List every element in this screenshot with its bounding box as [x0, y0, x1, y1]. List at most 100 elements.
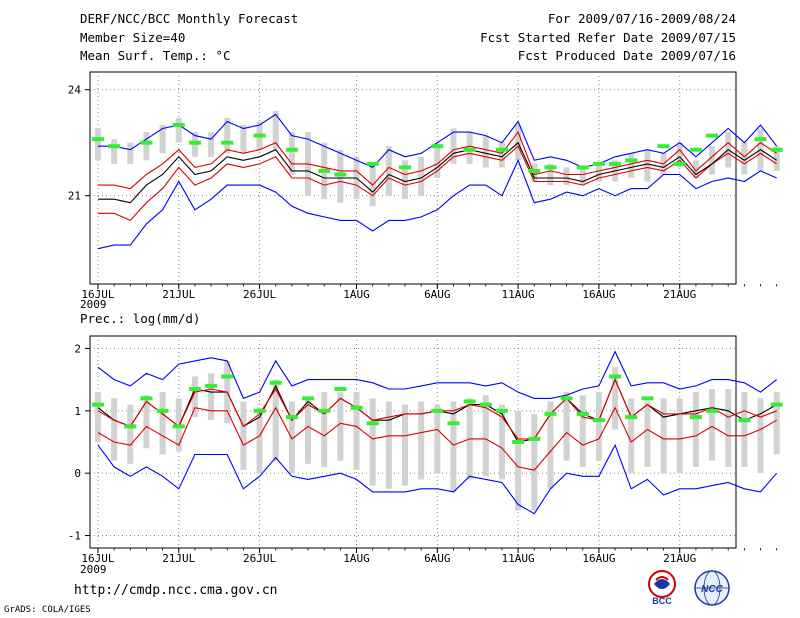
precip-spread-box — [757, 398, 764, 474]
precip-obs-marker — [91, 402, 104, 407]
temp-spread-box — [595, 163, 602, 182]
temp-spread-box — [288, 132, 295, 175]
temp-xtick-label: 16JUL — [81, 288, 114, 301]
precip-obs-marker — [544, 411, 557, 416]
temp-spread-box — [224, 117, 231, 154]
temp-spread-box — [240, 125, 247, 154]
precip-obs-marker — [463, 399, 476, 404]
precip-obs-marker — [592, 418, 605, 423]
temp-spread-box — [628, 153, 635, 178]
precip-spread-box — [191, 376, 198, 418]
precip-obs-marker — [302, 396, 315, 401]
precip-spread-box — [612, 367, 619, 430]
temp-spread-box — [434, 142, 441, 178]
precip-xtick-label: 16AUG — [582, 552, 615, 565]
precip-spread-box — [498, 404, 505, 480]
precip-obs-marker — [479, 402, 492, 407]
temp-obs-marker — [673, 161, 686, 166]
precip-obs-marker — [188, 387, 201, 391]
bcc-logo-text: BCC — [652, 596, 672, 606]
precip-spread-box — [515, 410, 522, 511]
temp-spread-box — [579, 167, 586, 186]
precip-obs-marker — [528, 436, 541, 441]
temp-obs-marker — [528, 168, 541, 173]
temp-obs-marker — [431, 144, 444, 149]
temp-obs-marker — [689, 147, 702, 152]
grads-credit: GrADS: COLA/IGES — [4, 605, 91, 615]
precip-spread-box — [208, 373, 215, 421]
temp-obs-marker — [706, 133, 719, 138]
precip-plot: 16JUL 21JUL 26JUL 1AUG 6AUG 11AUG 16AUG 21AUG -1… — [68, 336, 783, 565]
temp-spread-box — [676, 142, 683, 168]
temp-spread-box — [385, 146, 392, 196]
precip-spread-box — [676, 398, 683, 474]
year-label-temp: 2009 — [80, 298, 107, 311]
precip-obs-marker — [738, 418, 751, 423]
precip-obs-marker — [366, 421, 379, 426]
precip-spread-box — [385, 401, 392, 489]
precip-spread-box — [450, 401, 457, 492]
precip-ytick-label: 0 — [74, 467, 81, 480]
temp-spread-box — [644, 149, 651, 182]
precip-line-max — [97, 350, 778, 400]
precip-spread-box — [418, 401, 425, 480]
precip-spread-box — [143, 395, 150, 449]
precip-line-min — [97, 443, 778, 515]
precip-spread-box — [595, 392, 602, 461]
temp-spread-box — [482, 135, 489, 168]
temp-xtick-label: 11AUG — [502, 288, 535, 301]
precip-xtick-label: 21AUG — [663, 552, 696, 565]
fcst-produced-label: Fcst Produced Date 2009/07/16 — [517, 48, 736, 63]
temp-line-mean — [98, 141, 778, 204]
precip-line-lower — [97, 406, 777, 471]
temp-obs-marker — [576, 165, 589, 170]
precip-xtick-label: 26JUL — [243, 552, 276, 565]
precip-obs-marker — [576, 411, 589, 416]
temp-xtick-label: 16AUG — [582, 288, 615, 301]
precip-obs-marker — [512, 440, 525, 444]
temp-spread-box — [418, 156, 425, 196]
temp-xtick-label: 21JUL — [162, 288, 195, 301]
precip-spread-box — [321, 392, 328, 467]
forecast-period-label: For 2009/07/16-2009/08/24 — [547, 11, 736, 26]
temp-xtick-label: 21AUG — [663, 288, 696, 301]
temp-obs-marker — [108, 144, 121, 149]
temp-obs-marker — [221, 140, 234, 145]
precip-obs-marker — [334, 387, 347, 391]
precip-xtick-label: 6AUG — [424, 552, 451, 565]
precip-spread-box — [579, 395, 586, 467]
temp-ytick-label: 21 — [68, 190, 81, 203]
precip-ytick-label: 2 — [74, 342, 81, 355]
precip-xtick-label: 1AUG — [343, 552, 370, 565]
precip-xtick-label: 11AUG — [502, 552, 535, 565]
temp-obs-marker — [253, 133, 266, 138]
temp-obs-marker — [463, 147, 476, 152]
precip-title: Prec.: log(mm/d) — [80, 311, 201, 326]
footer-url[interactable]: http://cmdp.ncc.cma.gov.cn — [74, 583, 278, 598]
precip-obs-marker — [560, 396, 573, 401]
precip-obs-marker — [140, 396, 153, 401]
precip-spread-box — [127, 404, 134, 464]
temp-spread-box — [563, 167, 570, 186]
temp-spread-box — [111, 139, 118, 164]
precip-obs-marker — [641, 396, 654, 401]
temp-xtick-label: 6AUG — [424, 288, 451, 301]
precip-spread-box — [692, 392, 699, 467]
precip-spread-box — [563, 392, 570, 461]
precip-spread-box — [240, 401, 247, 471]
precip-spread-box — [547, 401, 554, 489]
temp-spread-box — [175, 117, 182, 143]
precip-obs-marker — [689, 415, 702, 420]
temp-spread-box — [709, 146, 716, 175]
chart-title: DERF/NCC/BCC Monthly Forecast — [80, 11, 299, 26]
variable-temp-label: Mean Surf. Temp.: °C — [80, 48, 231, 63]
precip-spread-box — [628, 398, 635, 474]
precip-spread-box — [402, 404, 408, 486]
temp-obs-marker — [625, 158, 638, 163]
temp-obs-marker — [366, 161, 379, 166]
precip-obs-marker — [172, 424, 185, 429]
precip-obs-marker — [706, 408, 719, 413]
precip-obs-marker — [495, 408, 508, 413]
precip-spread-box — [111, 398, 118, 461]
